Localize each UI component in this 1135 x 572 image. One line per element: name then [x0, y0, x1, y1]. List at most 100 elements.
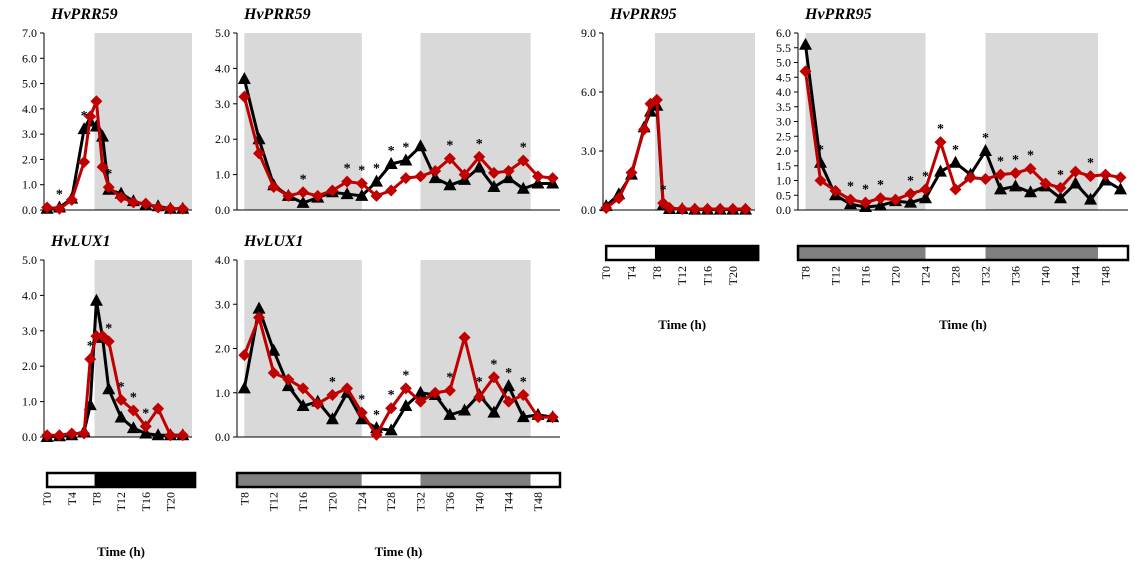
y-tick-label: 3.5: [776, 100, 791, 114]
y-tick-label: 2.0: [776, 144, 791, 158]
significance-asterisk: *: [388, 144, 395, 159]
data-point-diamond: [443, 152, 456, 165]
data-point-diamond: [473, 150, 486, 163]
time-tick-label: T48: [531, 492, 545, 511]
data-point-diamond: [688, 203, 701, 216]
time-tick-label: T32: [414, 492, 428, 511]
night-shading: [94, 33, 192, 210]
data-point-triangle: [414, 139, 428, 152]
data-point-diamond: [282, 373, 295, 386]
data-point-triangle: [949, 155, 962, 168]
significance-asterisk: *: [520, 140, 527, 155]
significance-asterisk: *: [505, 366, 512, 381]
data-point-triangle: [252, 301, 266, 314]
panel-title: HvPRR59: [50, 6, 118, 23]
y-tick-label: 4.0: [776, 85, 791, 99]
data-point-diamond: [799, 65, 812, 78]
night-shading: [420, 260, 531, 437]
time-tick-label: T4: [65, 492, 79, 505]
data-point-diamond: [326, 388, 339, 401]
data-point-diamond: [546, 411, 559, 424]
time-tick-label: T16: [139, 492, 153, 511]
y-tick-label: 3.0: [215, 97, 230, 111]
data-point-diamond: [102, 335, 115, 348]
photoperiod-segment: [985, 246, 1098, 260]
y-tick-label: 0.0: [22, 203, 37, 217]
data-point-triangle: [267, 343, 281, 356]
data-point-diamond: [164, 202, 177, 215]
data-point-triangle: [934, 164, 947, 177]
y-tick-label: 1.0: [22, 178, 37, 192]
data-point-diamond: [102, 181, 115, 194]
data-point-diamond: [90, 95, 103, 108]
chart-panel-4: 0.00.51.01.52.02.53.03.54.04.55.05.56.0 H…: [776, 6, 1128, 217]
data-point-triangle: [126, 421, 140, 434]
data-point-diamond: [84, 353, 97, 366]
series-line-1: [242, 78, 553, 205]
significance-asterisk: *: [937, 122, 944, 137]
data-point-diamond: [41, 429, 54, 442]
data-point-diamond: [78, 155, 91, 168]
data-point-diamond: [1084, 170, 1097, 183]
data-point-triangle: [443, 178, 457, 191]
significance-asterisk: *: [87, 339, 94, 354]
data-point-diamond: [531, 170, 544, 183]
significance-asterisk: *: [862, 183, 869, 198]
panel-title: HvLUX1: [243, 233, 304, 250]
night-shading: [654, 33, 755, 210]
time-tick-label: T12: [114, 492, 128, 511]
data-point-diamond: [341, 382, 354, 395]
data-point-diamond: [370, 189, 383, 202]
y-tick-label: 5.0: [776, 56, 791, 70]
y-tick-label: 0.0: [215, 203, 230, 217]
y-tick-label: 6.0: [776, 26, 791, 40]
data-point-triangle: [1114, 182, 1127, 195]
data-point-diamond: [458, 331, 471, 344]
data-point-diamond: [152, 201, 165, 214]
data-point-triangle: [237, 381, 251, 394]
data-point-triangle: [414, 385, 428, 398]
data-point-diamond: [829, 184, 842, 197]
panel-title: HvPRR95: [609, 6, 677, 23]
data-point-diamond: [1054, 181, 1067, 194]
time-tick-label: T36: [443, 492, 457, 511]
data-point-diamond: [1099, 168, 1112, 181]
data-point-diamond: [399, 172, 412, 185]
data-point-diamond: [458, 168, 471, 181]
significance-asterisk: *: [1027, 149, 1034, 164]
y-tick-label: 4.5: [776, 70, 791, 84]
data-point-triangle: [1054, 191, 1067, 204]
y-tick-label: 3.0: [22, 324, 37, 338]
data-point-diamond: [238, 349, 251, 362]
time-tick-label: T0: [40, 492, 54, 505]
data-point-diamond: [546, 172, 559, 185]
series-line-2: [242, 96, 553, 198]
time-tick-label: T16: [701, 266, 715, 285]
data-point-diamond: [517, 388, 530, 401]
data-point-diamond: [502, 165, 515, 178]
data-point-triangle: [237, 72, 251, 85]
data-point-diamond: [1069, 165, 1082, 178]
significance-asterisk: *: [373, 162, 380, 177]
significance-asterisk: *: [490, 357, 497, 372]
night-shading: [244, 33, 362, 210]
time-tick-label: T20: [726, 266, 740, 285]
significance-asterisk: *: [142, 406, 149, 421]
data-point-diamond: [385, 402, 398, 415]
significance-asterisk: *: [300, 172, 307, 187]
y-tick-label: 9.0: [581, 26, 596, 40]
data-point-diamond: [385, 184, 398, 197]
data-point-diamond: [164, 429, 177, 442]
y-tick-label: 3.0: [215, 297, 230, 311]
time-tick-label: T24: [355, 492, 369, 511]
time-tick-label: T28: [384, 492, 398, 511]
time-axis-title: Time (h): [97, 544, 145, 559]
data-point-diamond: [994, 168, 1007, 181]
data-point-triangle: [531, 176, 545, 189]
photoperiod-segment: [237, 473, 362, 487]
data-point-diamond: [964, 171, 977, 184]
data-point-diamond: [638, 123, 651, 136]
data-point-diamond: [487, 371, 500, 384]
data-point-diamond: [714, 203, 727, 216]
significance-asterisk: *: [329, 375, 336, 390]
